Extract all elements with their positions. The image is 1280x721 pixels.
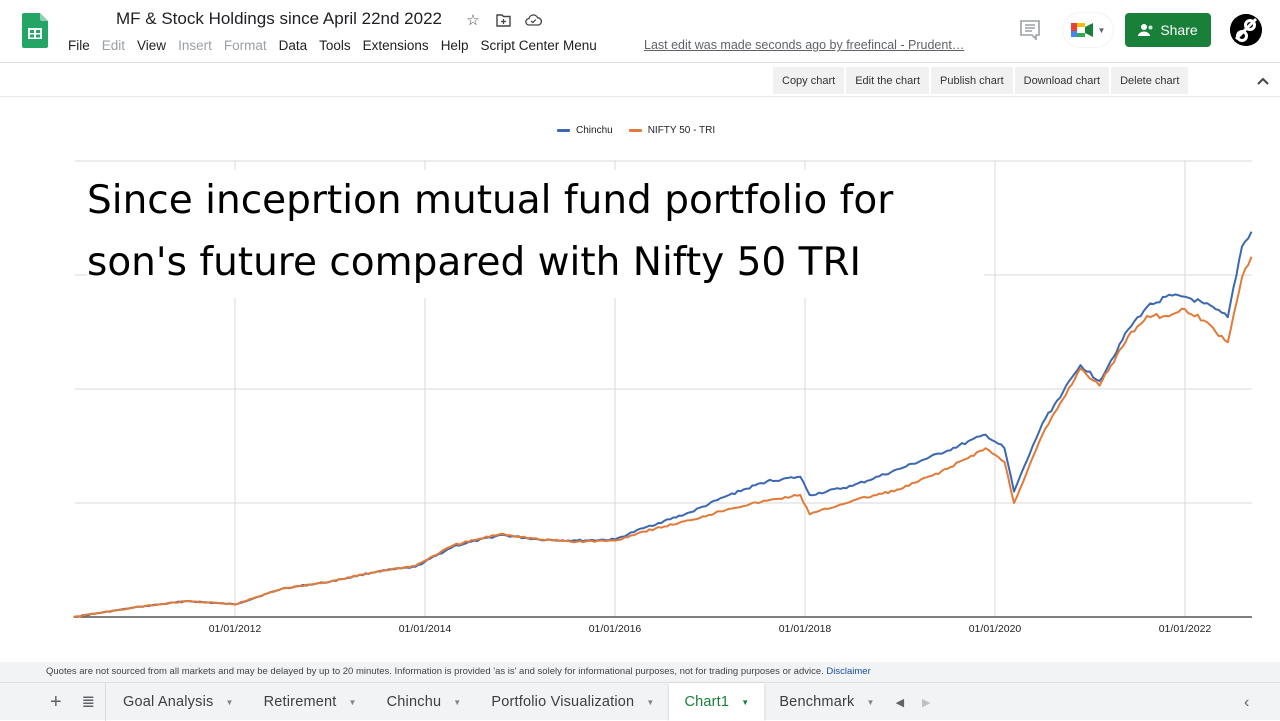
meet-icon [1070,23,1093,37]
caret-down-icon[interactable]: ▼ [646,697,655,707]
delete-chart-button[interactable]: Delete chart [1111,67,1189,94]
overlay-line-2: son's future compared with Nifty 50 TRI [87,240,862,285]
sheets-logo-icon[interactable] [22,13,48,48]
percent-logo-icon [1230,14,1262,46]
caret-down-icon[interactable]: ▼ [348,697,357,707]
sheet-tab-portfolio-visualization[interactable]: Portfolio Visualization ▼ [476,683,669,721]
legend-label: NIFTY 50 - TRI [647,125,716,136]
sheet-tab-label: Goal Analysis [123,694,214,710]
edit-chart-button[interactable]: Edit the chart [846,67,930,94]
x-tick-label: 01/01/2016 [589,623,642,635]
sheet-tab-goal-analysis[interactable]: Goal Analysis ▼ [108,683,249,721]
menu-view[interactable]: View [137,38,167,53]
chart-overlay-title: Since inceprtion mutual fund portfolio f… [87,170,984,298]
legend-item-chinchu[interactable]: Chinchu [557,125,613,136]
collapse-toolbar-button[interactable] [1254,72,1272,90]
sheet-tab-label: Chart1 [684,694,730,710]
legend-swatch [628,129,642,132]
sheet-tab-retirement[interactable]: Retirement ▼ [249,683,372,721]
x-tick-label: 01/01/2018 [779,623,832,635]
copy-chart-button[interactable]: Copy chart [773,67,845,94]
line-chart: 01/01/2012 01/01/2014 01/01/2016 01/01/2018… [73,160,1253,635]
quotes-disclaimer: Quotes are not sourced from all markets … [0,662,1280,682]
menu-tools[interactable]: Tools [319,38,351,53]
star-icon[interactable]: ☆ [466,12,480,29]
menu-help[interactable]: Help [440,38,469,53]
sheet-tab-benchmark[interactable]: Benchmark ▼ [764,683,889,721]
sheet-tab-chinchu[interactable]: Chinchu ▼ [372,683,477,721]
legend-item-nifty[interactable]: NIFTY 50 - TRI [628,125,716,136]
caret-down-icon[interactable]: ▼ [866,697,875,707]
x-tick-label: 01/01/2020 [969,623,1022,635]
last-edit-link[interactable]: Last edit was made seconds ago by freefi… [644,38,965,52]
comment-icon[interactable] [1019,20,1041,40]
sheet-tab-label: Benchmark [779,694,855,710]
chart-canvas[interactable]: 01/01/2012 01/01/2014 01/01/2016 01/01/2018… [0,97,1280,662]
x-tick-label: 01/01/2014 [399,623,452,635]
chart-legend: Chinchu NIFTY 50 - TRI [557,125,715,136]
x-tick-label: 01/01/2022 [1159,623,1212,635]
menu-insert[interactable]: Insert [178,38,212,53]
scroll-tabs-left-icon[interactable]: ◀ [895,696,905,709]
sheet-tab-chart1[interactable]: Chart1 ▼ [669,683,765,721]
series-line-nifty-50-tri[interactable] [73,256,1253,618]
menu-edit[interactable]: Edit [101,38,126,53]
chevron-up-icon [1257,77,1269,85]
top-bar: MF & Stock Holdings since April 22nd 202… [0,0,1280,62]
caret-down-icon[interactable]: ▼ [741,697,750,707]
sheet-tab-label: Portfolio Visualization [491,694,635,710]
menu-file[interactable]: File [68,38,90,53]
legend-swatch [557,129,570,132]
chart-toolbar: Copy chart Edit the chart Publish chart … [0,62,1280,97]
menu-extensions[interactable]: Extensions [362,38,429,53]
overlay-line-1: Since inceprtion mutual fund portfolio f… [87,178,894,223]
legend-label: Chinchu [576,125,613,136]
x-tick-label: 01/01/2012 [209,623,262,635]
caret-down-icon[interactable]: ▼ [453,697,462,707]
sheet-tab-label: Chinchu [386,694,442,710]
account-avatar[interactable] [1230,14,1262,46]
disclaimer-link[interactable]: Disclaimer [826,666,871,677]
menu-script-center[interactable]: Script Center Menu [480,38,597,53]
side-panel-toggle-icon[interactable]: ‹ [1244,694,1250,711]
menu-data[interactable]: Data [278,38,308,53]
sheet-tab-label: Retirement [263,694,337,710]
person-icon [1138,24,1153,36]
disclaimer-text: Quotes are not sourced from all markets … [46,666,824,677]
download-chart-button[interactable]: Download chart [1014,67,1110,94]
meet-button[interactable]: ▼ [1063,13,1113,47]
all-sheets-icon[interactable]: ≣ [81,694,96,711]
scroll-tabs-right-icon[interactable]: ▶ [922,696,931,709]
cloud-status-icon[interactable] [524,11,542,29]
caret-down-icon[interactable]: ▼ [225,697,234,707]
document-title[interactable]: MF & Stock Holdings since April 22nd 202… [116,9,443,28]
move-to-folder-icon[interactable] [494,11,512,29]
publish-chart-button[interactable]: Publish chart [931,67,1013,94]
add-sheet-icon[interactable]: + [49,690,62,713]
chevron-down-icon: ▼ [1097,25,1106,35]
menu-format[interactable]: Format [223,38,267,53]
menu-bar: File Edit View Insert Format Data Tools … [62,38,603,53]
sheet-tab-bar: + ≣ Goal Analysis ▼ Retirement ▼ Chinchu ▼ Por… [0,682,1280,721]
share-label: Share [1160,22,1198,38]
share-button[interactable]: Share [1125,13,1211,47]
